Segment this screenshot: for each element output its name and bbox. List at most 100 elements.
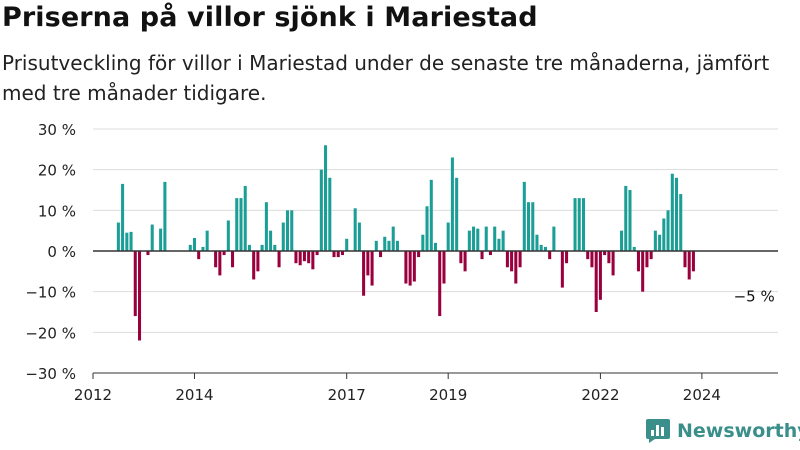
bar <box>687 251 691 280</box>
bar <box>674 177 679 251</box>
x-tick-label: 2017 <box>328 386 366 404</box>
bar <box>345 238 349 251</box>
bar <box>425 206 429 251</box>
bar <box>662 218 666 251</box>
bar <box>607 251 611 264</box>
x-tick-label: 2022 <box>581 386 619 404</box>
bar <box>467 230 471 251</box>
x-axis-ticks: 2012 2014 2017 2019 2022 2024 <box>74 372 778 404</box>
bar <box>395 240 399 251</box>
bar <box>476 228 480 251</box>
bar <box>231 251 235 268</box>
y-tick-label: −30 % <box>25 365 76 383</box>
x-tick-label: 2024 <box>683 386 721 404</box>
bar <box>205 230 209 251</box>
bar <box>340 251 345 256</box>
bar <box>281 222 285 251</box>
bar <box>315 251 319 256</box>
bar <box>497 238 501 251</box>
bar <box>641 251 645 292</box>
x-tick-label: 2019 <box>429 386 467 404</box>
bar <box>273 244 277 251</box>
bar <box>581 198 586 251</box>
bar <box>653 230 657 251</box>
bar <box>649 251 653 260</box>
bar <box>438 251 442 317</box>
bar <box>628 190 632 251</box>
bar-chart-logo-icon <box>646 419 670 443</box>
bar <box>404 251 408 284</box>
bar <box>488 251 492 256</box>
bar <box>290 210 294 251</box>
bar <box>518 251 522 268</box>
x-tick-label: 2012 <box>74 386 112 404</box>
bar <box>505 251 509 268</box>
y-tick-label: −20 % <box>25 324 76 342</box>
bar <box>501 230 505 251</box>
bar <box>150 224 154 251</box>
bar <box>129 231 133 251</box>
bar <box>324 145 328 251</box>
bar <box>666 210 670 251</box>
bar <box>159 228 163 251</box>
bar <box>269 230 273 251</box>
bar <box>552 226 556 251</box>
bar <box>311 251 315 270</box>
bar <box>636 251 640 272</box>
bar <box>226 220 230 251</box>
bar <box>645 251 649 268</box>
bar <box>603 251 607 256</box>
bar <box>302 251 306 262</box>
bar <box>611 251 615 276</box>
bar <box>307 251 311 264</box>
bar <box>146 251 150 256</box>
bar <box>417 251 421 258</box>
chart-title: Priserna på villor sjönk i Mariestad <box>2 2 538 33</box>
bar <box>201 246 205 251</box>
bar <box>370 251 374 286</box>
bar <box>484 226 488 251</box>
bar <box>598 251 602 300</box>
bar <box>366 251 370 276</box>
bar <box>539 244 543 251</box>
newsworthy-logo[interactable]: Newsworthy <box>645 418 800 444</box>
bar <box>548 251 552 260</box>
bar <box>294 251 298 264</box>
bar <box>256 251 260 272</box>
bar <box>446 222 450 251</box>
bar <box>463 251 467 272</box>
bar <box>455 177 459 251</box>
bar <box>214 251 218 268</box>
bar <box>197 251 201 260</box>
bar <box>429 179 433 251</box>
bar <box>514 251 518 284</box>
bar <box>543 246 547 251</box>
bar <box>577 198 581 251</box>
bar <box>332 251 336 258</box>
bar <box>493 226 497 251</box>
bar <box>560 251 564 288</box>
bar <box>670 173 674 251</box>
bar <box>125 232 129 251</box>
y-tick-label: −10 % <box>25 284 76 302</box>
bar <box>590 251 594 268</box>
y-tick-label: 20 % <box>38 162 76 180</box>
bar <box>526 202 531 251</box>
bar <box>679 194 683 251</box>
bar <box>121 183 125 251</box>
bar <box>357 222 361 251</box>
bar <box>192 237 197 251</box>
bar <box>336 251 340 258</box>
bar <box>459 251 463 264</box>
bar <box>433 242 438 251</box>
y-tick-label: 30 % <box>38 121 76 139</box>
bar <box>391 226 395 251</box>
bar <box>522 181 526 251</box>
bar <box>480 251 484 260</box>
last-value-label: −5 % <box>734 287 775 305</box>
bar <box>408 251 412 286</box>
bar <box>387 240 391 251</box>
bar <box>298 251 302 266</box>
bar <box>252 251 256 280</box>
